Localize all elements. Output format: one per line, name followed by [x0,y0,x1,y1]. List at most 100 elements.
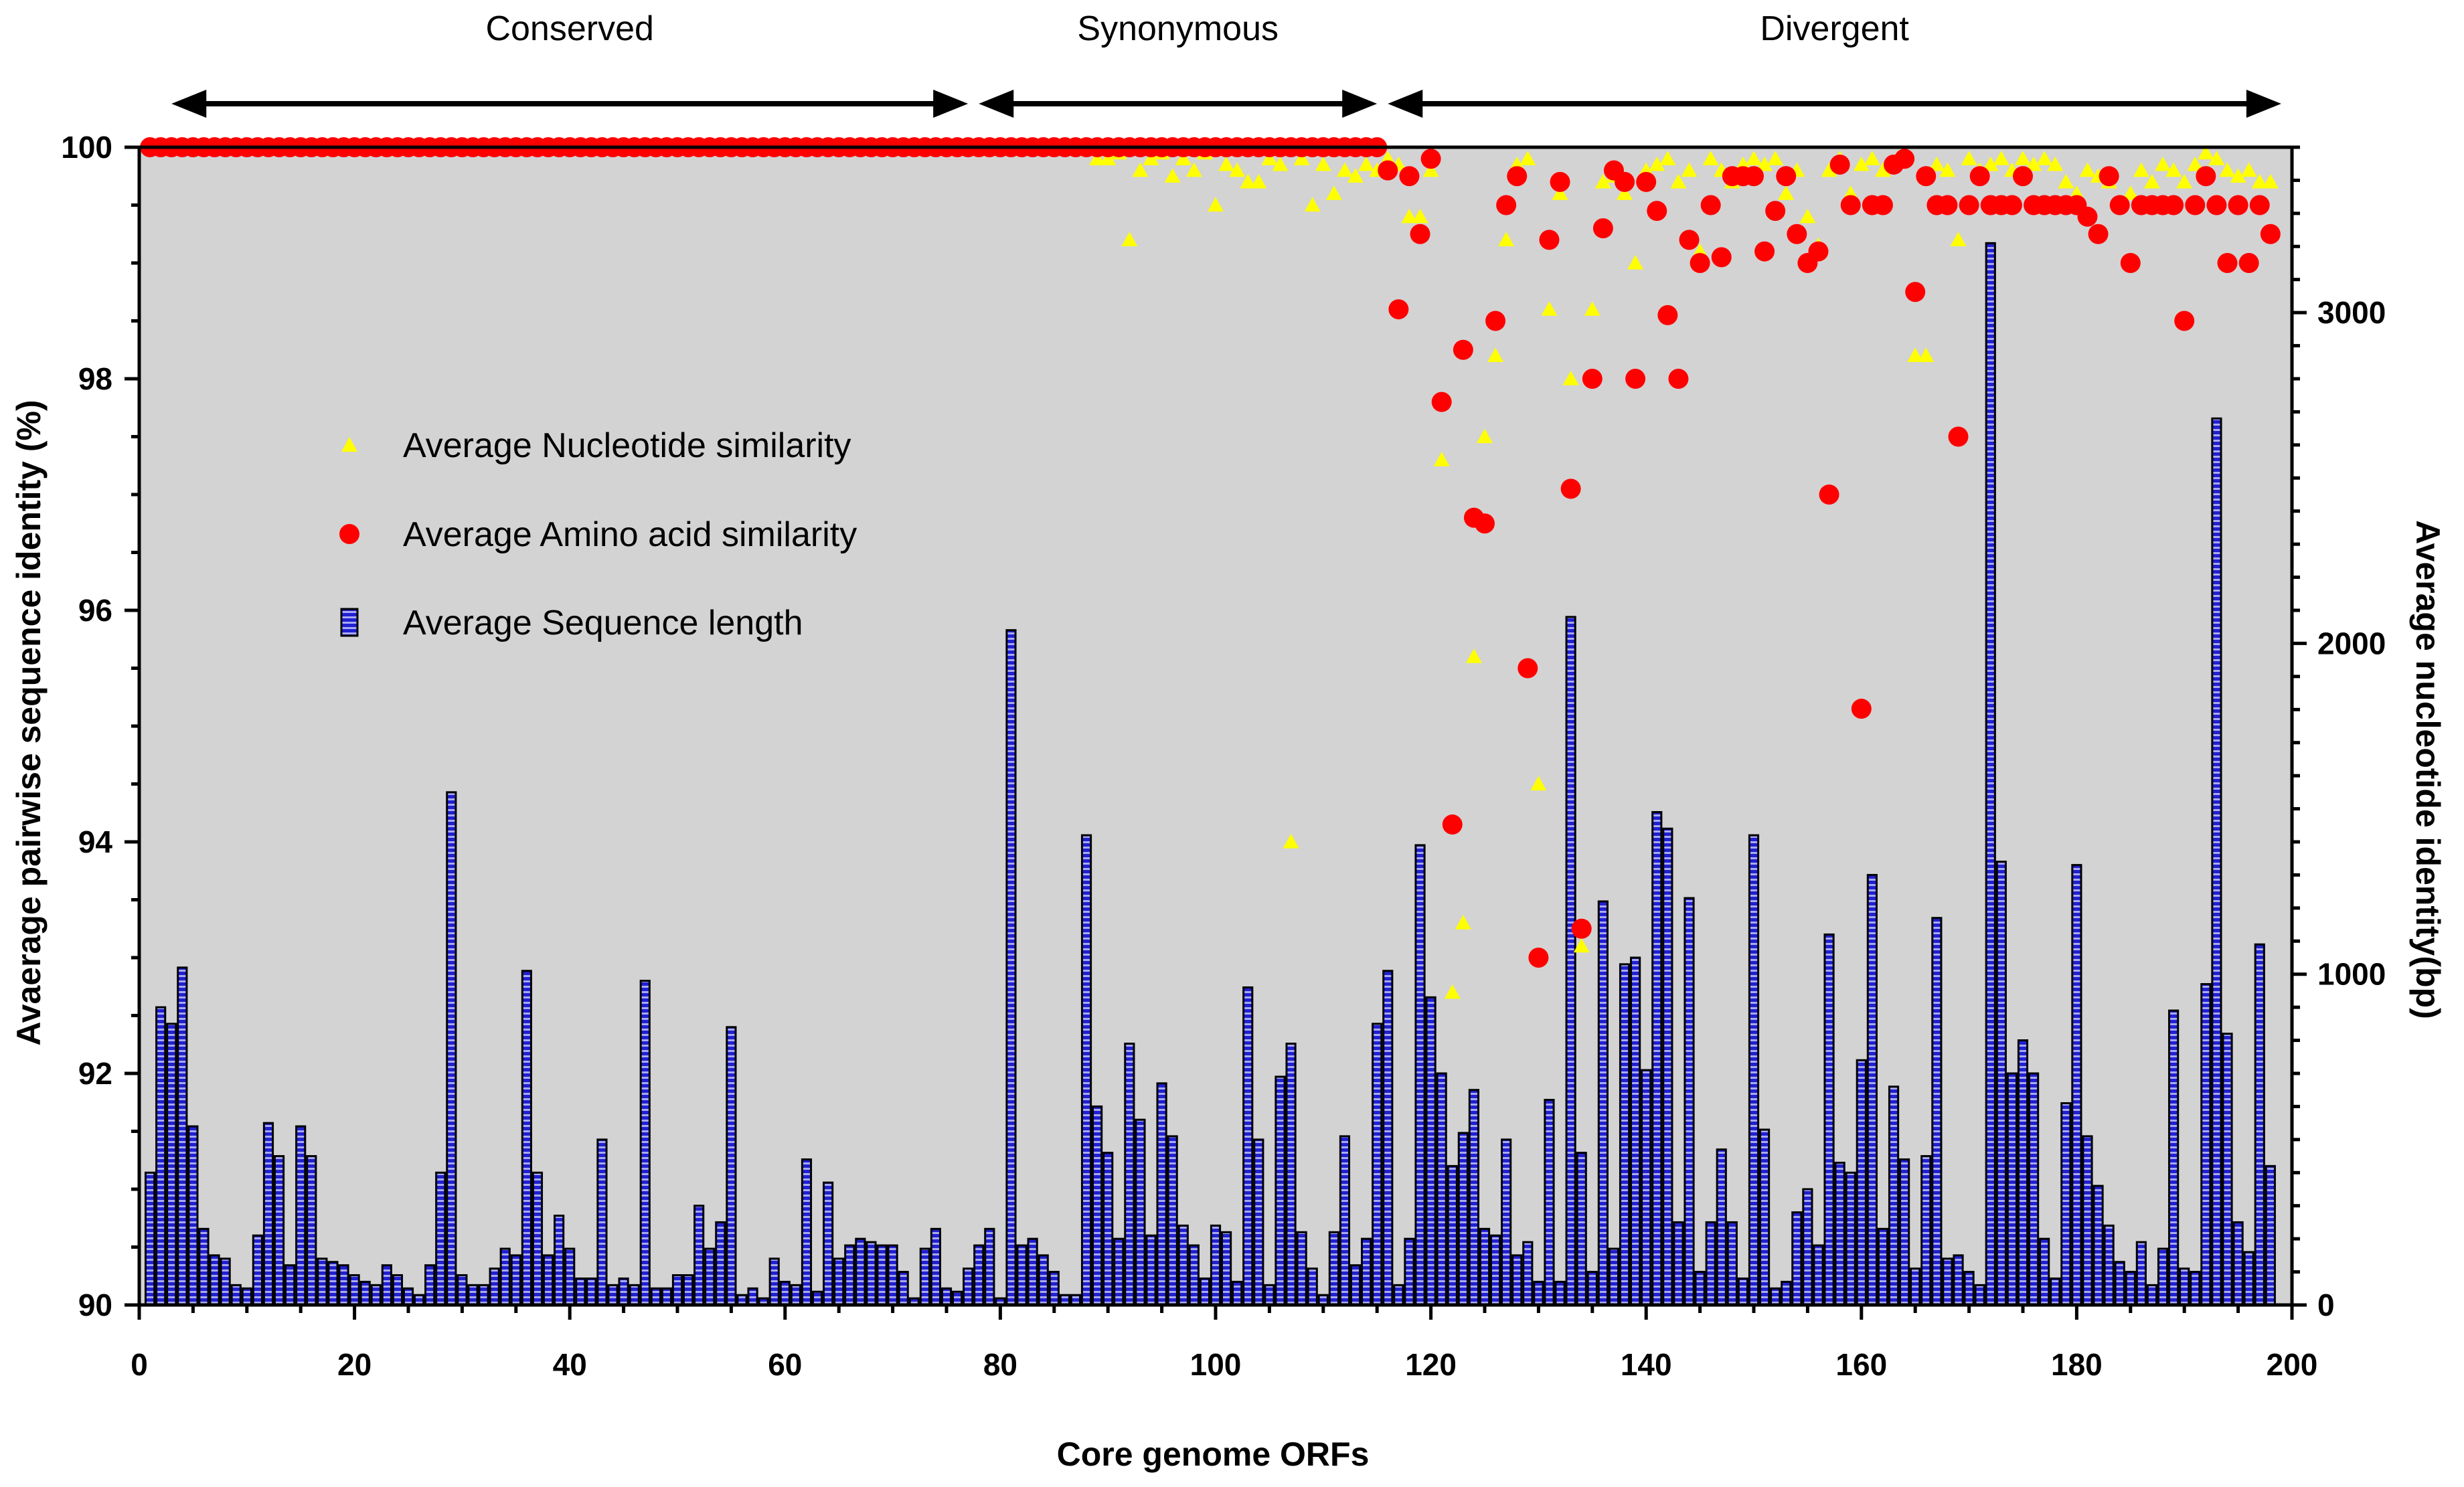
amino-acid-point [1625,369,1646,389]
plot-background [139,147,2292,1305]
bar [1349,1264,1362,1306]
bar [327,1261,339,1306]
nucleotide-point [1358,156,1375,171]
bar [811,1290,823,1306]
bar [424,1264,436,1306]
nucleotide-point [1659,151,1676,165]
nucleotide-point [1272,156,1289,171]
bar [295,1125,307,1306]
axes-layer: 0 20 40 60 80 100 120 140 160 180 200 90 92 94 96 98 100… [61,130,2386,1382]
y2-tick-label: 0 [2317,1288,2335,1322]
nucleotide-point [2208,151,2225,165]
bar [2103,1224,2115,1306]
nucleotide-point [1208,197,1224,212]
bar [1781,1280,1792,1306]
bar [1716,1148,1727,1306]
bar [1048,1271,1060,1306]
legend-label: Average Nucleotide similarity [403,426,851,465]
bar [144,1171,156,1306]
x-tick-label: 140 [1621,1347,1672,1382]
bar [1899,1158,1910,1306]
bar [1468,1089,1480,1306]
nucleotide-point [1853,156,1870,171]
nucleotide-point [1293,151,1310,165]
bar [2082,1135,2093,1306]
bar [435,1171,446,1306]
bar [1425,996,1436,1306]
bar [1372,1023,1383,1306]
bar [564,1247,576,1306]
bar [1791,1211,1803,1306]
bar [639,980,651,1306]
nucleotide-point [1799,208,1816,224]
bar [2243,1251,2254,1306]
bar [2146,1284,2158,1306]
bar [1080,834,1092,1306]
bar [1608,1247,1620,1306]
amino-acid-point [1378,160,1398,181]
bar [1436,1072,1447,1306]
bar [1888,1085,1900,1306]
bar [801,1158,813,1306]
bar [489,1267,500,1306]
nucleotide-point [1412,208,1428,224]
nucleotide-point [2015,151,2031,165]
nucleotide-point [1433,452,1450,466]
bar [1328,1231,1339,1306]
bar [1813,1244,1824,1306]
bar [1823,933,1835,1306]
bar [1673,1221,1684,1306]
bar [2006,1072,2018,1306]
amino-acid-point [2228,195,2248,215]
x-tick-label: 180 [2051,1347,2103,1382]
bar [1361,1237,1372,1306]
x-axis-title: Core genome ORFs [1057,1435,1370,1473]
bar [220,1257,231,1306]
amino-acid-point [1582,369,1603,389]
bar [596,1138,608,1306]
amino-acid-point [1744,166,1764,187]
bar [284,1264,296,1306]
amino-acid-point [2185,195,2206,215]
bar [521,970,532,1306]
nucleotide-point [1649,156,1665,171]
nucleotide-point [2251,173,2268,189]
x-tick-label: 80 [983,1347,1017,1382]
bar [768,1257,780,1306]
y-tick-label: 100 [61,130,112,165]
amino-acid-point [1937,195,1958,215]
y-tick-label: 92 [78,1056,112,1091]
section-arrow-head-right [2246,90,2281,118]
bar [1016,1244,1028,1306]
bar [726,1026,737,1306]
bar [618,1277,629,1306]
amino-acid-point [2077,206,2098,227]
amino-acid-point [1399,166,1420,187]
bar [586,1277,597,1306]
bar [940,1287,953,1306]
bar [1942,1257,1953,1306]
bar [2168,1009,2180,1306]
legend-circle-icon [339,524,359,544]
nucleotide-point [1594,173,1611,189]
bar [2071,864,2082,1306]
y2-axis-title: Average nucleotide identity(bp) [2409,520,2447,1019]
bar [1005,629,1017,1306]
bar [499,1247,511,1306]
x-tick-label: 120 [1405,1347,1457,1382]
x-tick-label: 20 [337,1347,372,1382]
nucleotide-point [1562,371,1579,385]
amino-acid-point [2001,195,2022,215]
bar [2028,1072,2040,1306]
bar [1995,861,2007,1306]
bar [1726,1221,1738,1306]
bar [2200,983,2212,1306]
bar [1296,1231,1307,1306]
nucleotide-point [1681,162,1698,177]
bar [1877,1227,1889,1306]
nucleotide-point [1767,151,1784,165]
amino-acid-point [2196,166,2216,187]
nucleotide-point [2058,173,2074,189]
nucleotide-point [2047,156,2064,171]
bar [607,1284,619,1306]
